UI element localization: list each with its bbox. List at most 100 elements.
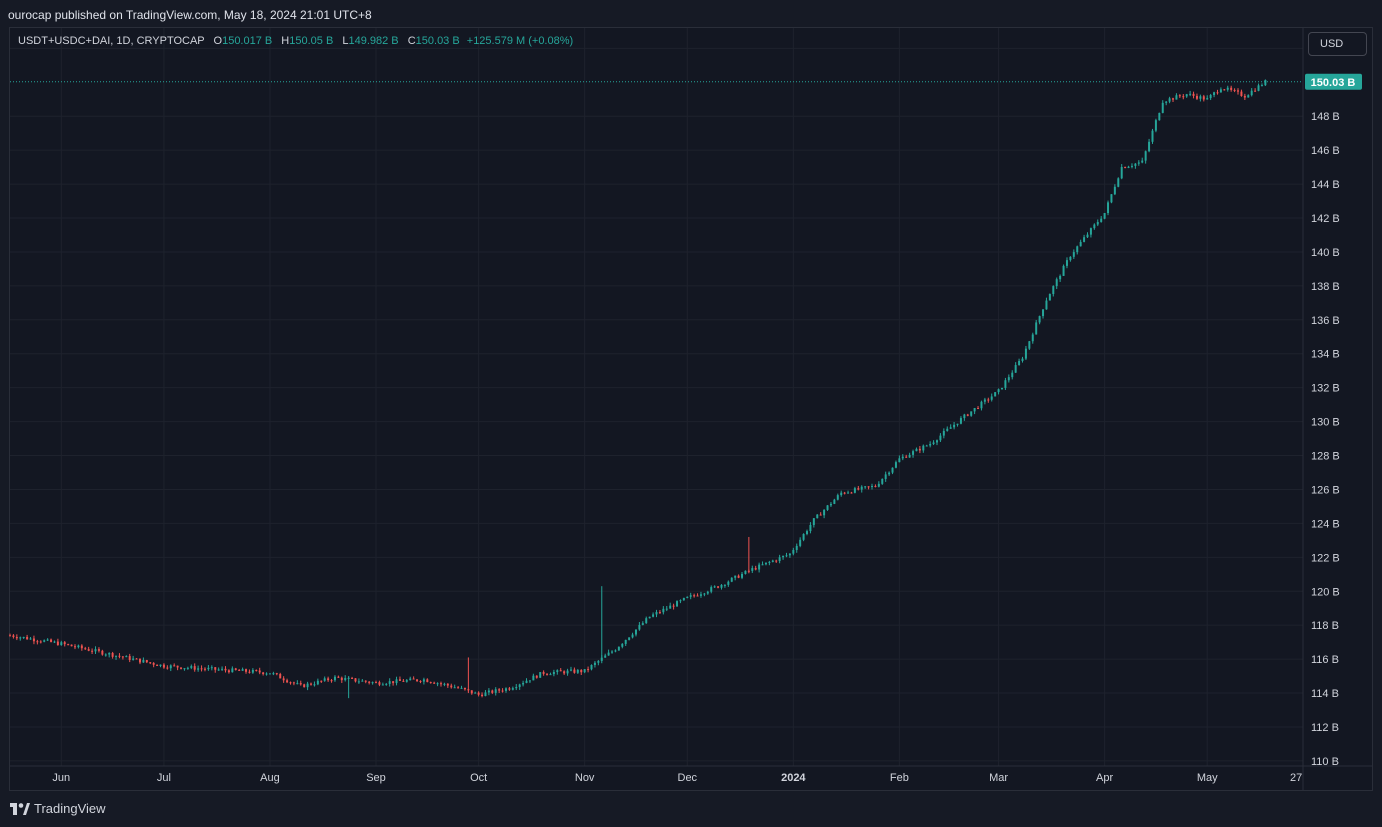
candle-body bbox=[997, 389, 1000, 393]
candle-body bbox=[378, 682, 381, 685]
candle-body bbox=[1216, 92, 1219, 94]
candle-body bbox=[1151, 130, 1154, 142]
legend-low-value: 149.982 B bbox=[348, 35, 399, 47]
candle-body bbox=[1062, 265, 1065, 276]
candle-body bbox=[446, 683, 449, 686]
candle-body bbox=[419, 681, 422, 683]
candle-body bbox=[115, 655, 118, 657]
footer-brand[interactable]: TradingView bbox=[10, 801, 106, 816]
candle-body bbox=[983, 399, 986, 402]
candle-body bbox=[1000, 387, 1003, 390]
candle-body bbox=[806, 531, 809, 535]
candle-body bbox=[515, 687, 518, 689]
candle-body bbox=[1069, 256, 1072, 261]
candle-body bbox=[176, 665, 179, 668]
candle-body bbox=[672, 605, 675, 607]
candle-body bbox=[546, 673, 549, 675]
candle-body bbox=[1250, 90, 1253, 96]
candle-body bbox=[1182, 96, 1185, 98]
candle-body bbox=[1189, 93, 1192, 95]
symbol-legend: USDT+USDC+DAI, 1D, CRYPTOCAP O150.017 B … bbox=[18, 35, 573, 47]
candle-body bbox=[771, 560, 774, 562]
candle-body bbox=[210, 667, 213, 669]
candle-body bbox=[1230, 87, 1233, 90]
candle-body bbox=[604, 655, 607, 658]
candle-body bbox=[1257, 85, 1260, 91]
candle-body bbox=[97, 649, 100, 651]
candle-body bbox=[829, 503, 832, 506]
candle-body bbox=[190, 666, 193, 668]
candle-body bbox=[1048, 294, 1051, 301]
candle-body bbox=[1031, 334, 1034, 342]
candle-body bbox=[504, 688, 507, 691]
candle-body bbox=[699, 594, 702, 596]
candle-body bbox=[676, 601, 679, 607]
candle-body bbox=[778, 557, 781, 562]
candle-body bbox=[450, 685, 453, 688]
candle-body bbox=[1021, 358, 1024, 361]
candle-body bbox=[1264, 80, 1267, 86]
y-tick-label: 142 B bbox=[1311, 213, 1340, 225]
y-tick-label: 132 B bbox=[1311, 383, 1340, 395]
candle-body bbox=[559, 670, 562, 672]
candle-body bbox=[333, 676, 336, 681]
candle-body bbox=[720, 584, 723, 588]
candle-body bbox=[963, 414, 966, 419]
candle-body bbox=[918, 448, 921, 451]
candle-body bbox=[402, 680, 405, 682]
candle-body bbox=[91, 650, 94, 652]
candle-body bbox=[1103, 212, 1106, 219]
candle-body bbox=[864, 486, 867, 488]
candle-body bbox=[898, 458, 901, 463]
candle-body bbox=[795, 545, 798, 550]
candle-body bbox=[973, 408, 976, 412]
y-tick-label: 112 B bbox=[1311, 722, 1339, 734]
candle-body bbox=[1045, 300, 1048, 310]
candle-body bbox=[840, 492, 843, 496]
candle-body bbox=[525, 680, 528, 683]
candle-body bbox=[686, 596, 689, 598]
candle-body bbox=[337, 676, 340, 678]
candle-body bbox=[532, 675, 535, 681]
candle-body bbox=[39, 641, 42, 643]
candle-body bbox=[487, 690, 490, 693]
candle-body bbox=[262, 672, 265, 675]
candle-body bbox=[1237, 90, 1240, 92]
candle-body bbox=[1086, 234, 1089, 238]
candle-body bbox=[1148, 141, 1151, 152]
candle-body bbox=[203, 668, 206, 670]
x-tick-label: May bbox=[1197, 772, 1218, 784]
x-tick-label: Sep bbox=[366, 772, 386, 784]
candle-body bbox=[631, 634, 634, 638]
candle-body bbox=[29, 638, 32, 640]
currency-button[interactable]: USD bbox=[1308, 32, 1367, 56]
candle-body bbox=[286, 680, 289, 683]
candle-body bbox=[180, 667, 183, 669]
candle-body bbox=[1199, 96, 1202, 99]
candle-body bbox=[292, 682, 295, 684]
candle-body bbox=[576, 670, 579, 673]
candle-body bbox=[696, 595, 699, 597]
candle-body bbox=[867, 486, 870, 488]
candle-body bbox=[607, 652, 610, 656]
candle-body bbox=[56, 641, 59, 646]
candle-body bbox=[36, 641, 39, 643]
candle-body bbox=[53, 641, 56, 643]
candle-body bbox=[597, 660, 600, 663]
candle-body bbox=[214, 667, 217, 670]
candle-body bbox=[385, 683, 388, 685]
candle-body bbox=[1018, 360, 1021, 366]
candle-body bbox=[15, 637, 18, 639]
candle-body bbox=[1158, 112, 1161, 121]
candle-body bbox=[1243, 95, 1246, 98]
candle-body bbox=[751, 568, 754, 571]
y-tick-label: 124 B bbox=[1311, 518, 1340, 530]
candle-body bbox=[457, 687, 460, 689]
candle-body bbox=[987, 399, 990, 401]
candle-body bbox=[426, 679, 429, 683]
candle-body bbox=[169, 665, 172, 669]
candle-body bbox=[125, 656, 128, 658]
publisher-line: ourocap published on TradingView.com, Ma… bbox=[8, 8, 372, 22]
candle-body bbox=[265, 673, 268, 675]
